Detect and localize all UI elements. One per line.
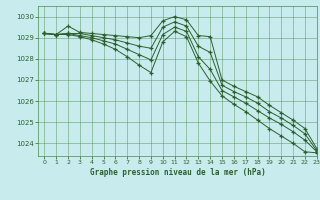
- X-axis label: Graphe pression niveau de la mer (hPa): Graphe pression niveau de la mer (hPa): [90, 168, 266, 177]
